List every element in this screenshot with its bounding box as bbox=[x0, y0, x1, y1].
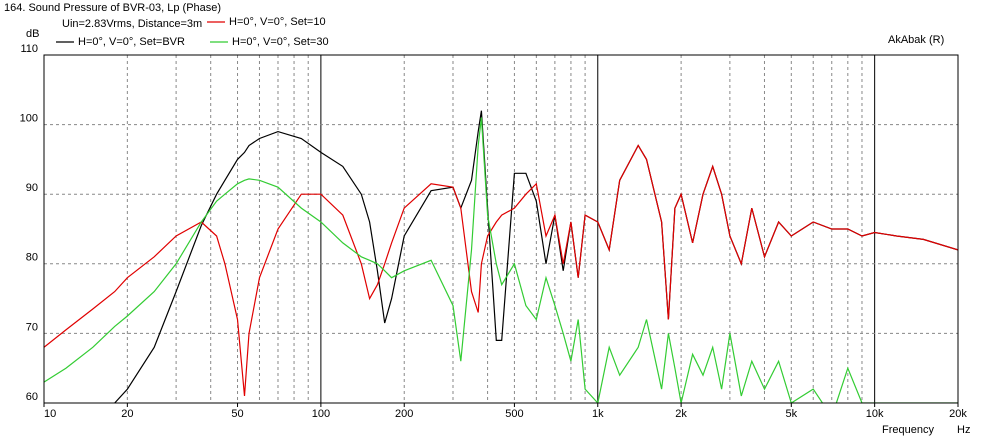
y-tick-label: 100 bbox=[20, 113, 38, 125]
x-tick-label: 1k bbox=[592, 408, 604, 420]
x-tick-label: 5k bbox=[785, 408, 797, 420]
x-tick-label: 10 bbox=[44, 408, 56, 420]
x-tick-label: 2k bbox=[675, 408, 687, 420]
legend-label: H=0°, V=0°, Set=10 bbox=[229, 16, 326, 28]
x-tick-label: 500 bbox=[505, 408, 523, 420]
x-tick-label: 10k bbox=[866, 408, 884, 420]
y-tick-label: 90 bbox=[26, 182, 38, 194]
legend-label: H=0°, V=0°, Set=BVR bbox=[78, 36, 185, 48]
x-tick-label: 100 bbox=[312, 408, 330, 420]
y-axis-label: dB bbox=[26, 28, 39, 40]
x-tick-label: 20k bbox=[949, 408, 967, 420]
subtitle: Uin=2.83Vrms, Distance=3m bbox=[62, 18, 202, 30]
x-tick-label: 200 bbox=[395, 408, 413, 420]
annotation: AkAbak (R) bbox=[888, 34, 944, 46]
y-tick-label: 70 bbox=[26, 321, 38, 333]
series-line bbox=[44, 144, 958, 397]
y-tick-label: 80 bbox=[26, 252, 38, 264]
x-axis-unit: Hz bbox=[957, 424, 970, 436]
y-tick-label: 60 bbox=[26, 391, 38, 403]
legend-label: H=0°, V=0°, Set=30 bbox=[232, 36, 329, 48]
chart-title: 164. Sound Pressure of BVR-03, Lp (Phase… bbox=[4, 2, 221, 14]
legend: H=0°, V=0°, Set=BVR H=0°, V=0°, Set=10 H=0… bbox=[56, 16, 329, 48]
x-tick-label: 20 bbox=[121, 408, 133, 420]
y-tick-label: 110 bbox=[20, 43, 38, 55]
series-line bbox=[44, 117, 958, 403]
plot-frame bbox=[43, 54, 959, 404]
x-axis-label: Frequency bbox=[882, 424, 934, 436]
x-tick-label: 50 bbox=[231, 408, 243, 420]
plot-lines bbox=[44, 110, 958, 403]
